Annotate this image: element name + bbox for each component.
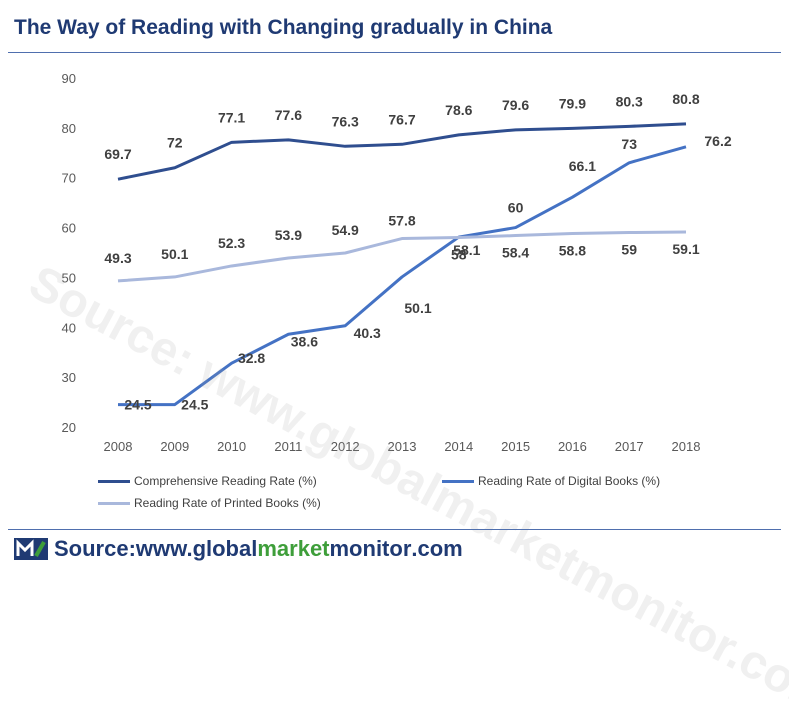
data-label: 58.1 <box>453 242 480 258</box>
series-line-3 <box>117 230 687 283</box>
legend-swatch <box>98 501 130 505</box>
legend-item: Reading Rate of Digital Books (%) <box>442 474 660 488</box>
legend-item: Reading Rate of Printed Books (%) <box>98 496 321 510</box>
series-line-2 <box>118 145 687 407</box>
y-tick-label: 30 <box>62 370 76 385</box>
y-tick-label: 70 <box>62 171 76 186</box>
y-tick-label: 60 <box>62 221 76 236</box>
x-tick-label: 2013 <box>388 439 417 454</box>
data-label: 79.6 <box>502 97 529 113</box>
x-tick-label: 2017 <box>615 439 644 454</box>
x-tick-label: 2014 <box>444 439 473 454</box>
data-label: 49.3 <box>104 250 131 266</box>
legend-label: Comprehensive Reading Rate (%) <box>134 474 317 488</box>
data-label: 73 <box>621 136 637 152</box>
x-tick-label: 2008 <box>104 439 133 454</box>
footer-divider <box>8 529 781 530</box>
data-label: 58.8 <box>559 243 586 259</box>
data-label: 59 <box>621 242 637 258</box>
data-label: 54.9 <box>332 222 359 238</box>
footer-url-part-1: global <box>192 536 258 561</box>
legend-swatch <box>442 479 474 483</box>
data-label: 59.1 <box>672 241 699 257</box>
footer-url-prefix: www. <box>135 536 193 561</box>
data-label: 24.5 <box>124 397 151 413</box>
data-label: 77.1 <box>218 109 245 125</box>
data-label: 24.5 <box>181 397 208 413</box>
data-label: 40.3 <box>354 325 381 341</box>
title-divider <box>8 52 781 53</box>
y-tick-label: 80 <box>62 121 76 136</box>
x-tick-label: 2012 <box>331 439 360 454</box>
series-line-1 <box>117 122 687 181</box>
y-tick-label: 20 <box>62 420 76 435</box>
x-tick-label: 2016 <box>558 439 587 454</box>
chart-title: The Way of Reading with Changing gradual… <box>14 16 553 39</box>
y-tick-label: 40 <box>62 320 76 335</box>
data-label: 58 <box>451 247 467 263</box>
data-label: 72 <box>167 135 183 151</box>
data-label: 32.8 <box>238 350 265 366</box>
source-footer: Source: www. global market monitor .com <box>14 536 463 562</box>
legend-swatch <box>98 479 130 483</box>
x-tick-label: 2011 <box>274 439 302 454</box>
gmm-logo-icon <box>14 538 48 560</box>
data-label: 57.8 <box>388 213 415 229</box>
y-tick-label: 90 <box>62 71 76 86</box>
data-label: 69.7 <box>104 146 131 162</box>
data-label: 60 <box>508 200 524 216</box>
data-label: 50.1 <box>404 300 431 316</box>
footer-url-part-2: market <box>257 536 330 561</box>
data-label: 80.3 <box>616 93 643 109</box>
legend-label: Reading Rate of Printed Books (%) <box>134 496 321 510</box>
data-label: 53.9 <box>275 227 302 243</box>
data-label: 76.3 <box>332 113 359 129</box>
data-label: 76.7 <box>388 111 415 127</box>
data-label: 58.4 <box>502 245 529 261</box>
data-label: 80.8 <box>672 91 699 107</box>
data-label: 50.1 <box>161 246 188 262</box>
x-tick-label: 2018 <box>672 439 701 454</box>
data-label: 77.6 <box>275 107 302 123</box>
data-label: 38.6 <box>291 333 318 349</box>
x-tick-label: 2009 <box>160 439 189 454</box>
x-tick-label: 2010 <box>217 439 246 454</box>
data-label: 66.1 <box>569 158 596 174</box>
footer-label: Source: <box>54 536 136 561</box>
data-label: 78.6 <box>445 102 472 118</box>
y-tick-label: 50 <box>62 270 76 285</box>
line-chart: 20 30 40 50 60 70 80 90 2008 2009 2010 2011 2012 2013… <box>62 71 732 454</box>
data-label: 76.2 <box>704 133 731 149</box>
x-tick-label: 2015 <box>501 439 530 454</box>
legend-item: Comprehensive Reading Rate (%) <box>98 474 317 488</box>
footer-url-suffix: .com <box>411 536 463 561</box>
footer-url-part-3: monitor <box>329 536 412 561</box>
data-label: 79.9 <box>559 95 586 111</box>
legend-label: Reading Rate of Digital Books (%) <box>478 474 661 488</box>
data-label: 52.3 <box>218 235 245 251</box>
